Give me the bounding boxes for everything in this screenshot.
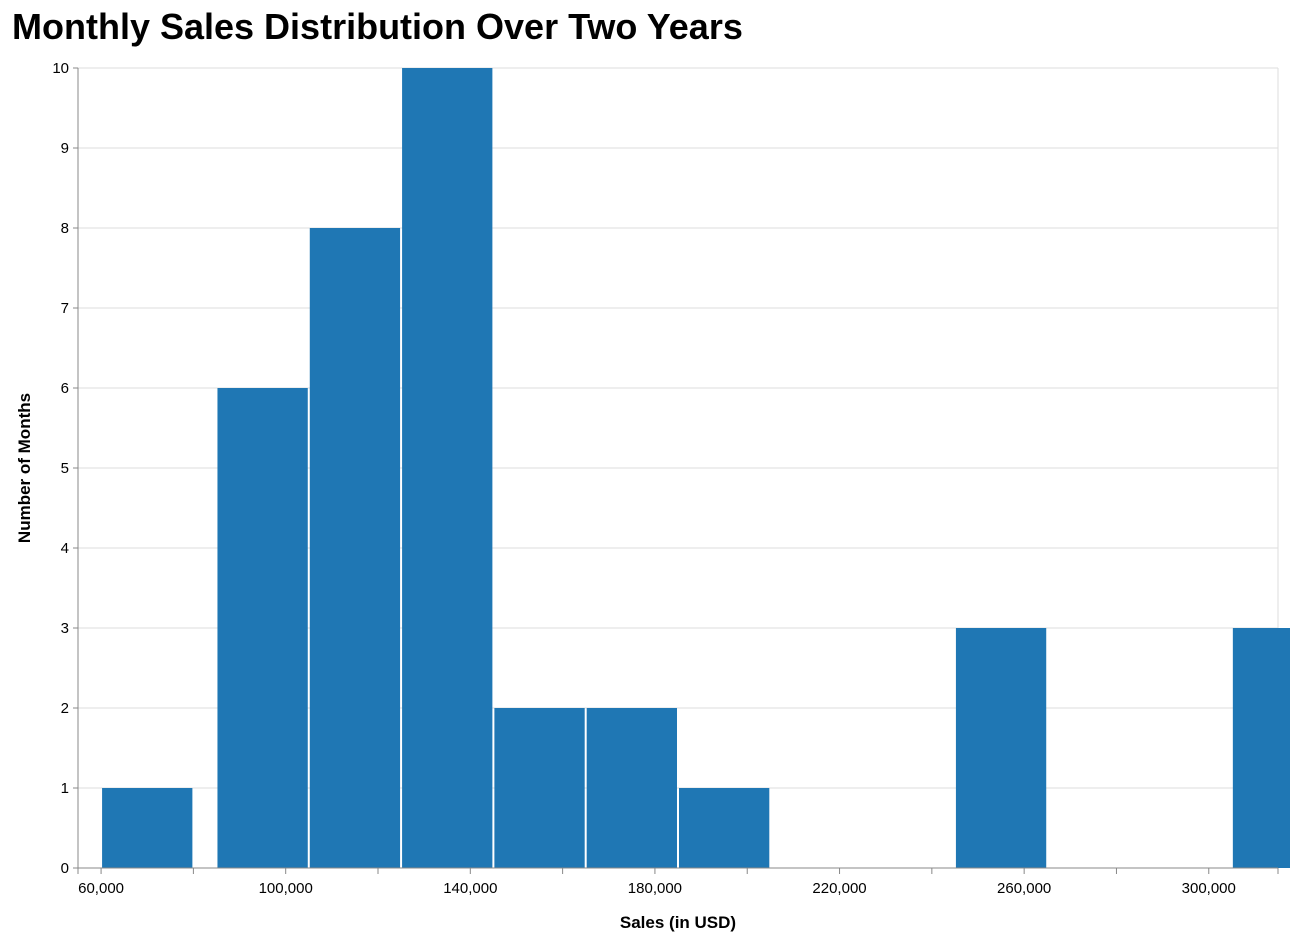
histogram-bar (102, 788, 193, 868)
chart-title: Monthly Sales Distribution Over Two Year… (12, 6, 743, 47)
y-tick-label: 4 (61, 540, 69, 557)
y-tick-label: 10 (52, 60, 69, 77)
y-tick-label: 2 (61, 700, 69, 717)
y-tick-label: 7 (61, 300, 69, 317)
y-tick-label: 9 (61, 140, 69, 157)
axes: 0 1 2 3 4 5 6 7 8 9 10 60,000 100,000 140,000 180,000 2… (52, 60, 1279, 897)
x-tick-label: 140,000 (443, 880, 497, 897)
histogram-bar (309, 228, 401, 868)
x-axis-title: Sales (in USD) (620, 913, 736, 932)
y-tick-label: 6 (61, 380, 69, 397)
histogram-bar (402, 68, 493, 868)
y-tick-label: 1 (61, 780, 69, 797)
x-tick-label: 60,000 (78, 880, 124, 897)
y-tick-label: 3 (61, 620, 69, 637)
histogram-bar (494, 708, 585, 868)
x-tick-label: 100,000 (259, 880, 313, 897)
y-axis-title: Number of Months (15, 393, 34, 543)
x-tick-label: 180,000 (628, 880, 682, 897)
x-tick-label: 300,000 (1182, 880, 1236, 897)
x-tick-label: 260,000 (997, 880, 1051, 897)
histogram-bar (1232, 628, 1290, 868)
histogram-bar (679, 788, 770, 868)
y-tick-label: 8 (61, 220, 69, 237)
bars (102, 68, 1290, 868)
histogram-bar (586, 708, 677, 868)
x-tick-label: 220,000 (812, 880, 866, 897)
histogram-bar (217, 388, 308, 868)
y-tick-label: 5 (61, 460, 69, 477)
histogram-bar (955, 628, 1047, 868)
y-tick-label: 0 (61, 860, 69, 877)
